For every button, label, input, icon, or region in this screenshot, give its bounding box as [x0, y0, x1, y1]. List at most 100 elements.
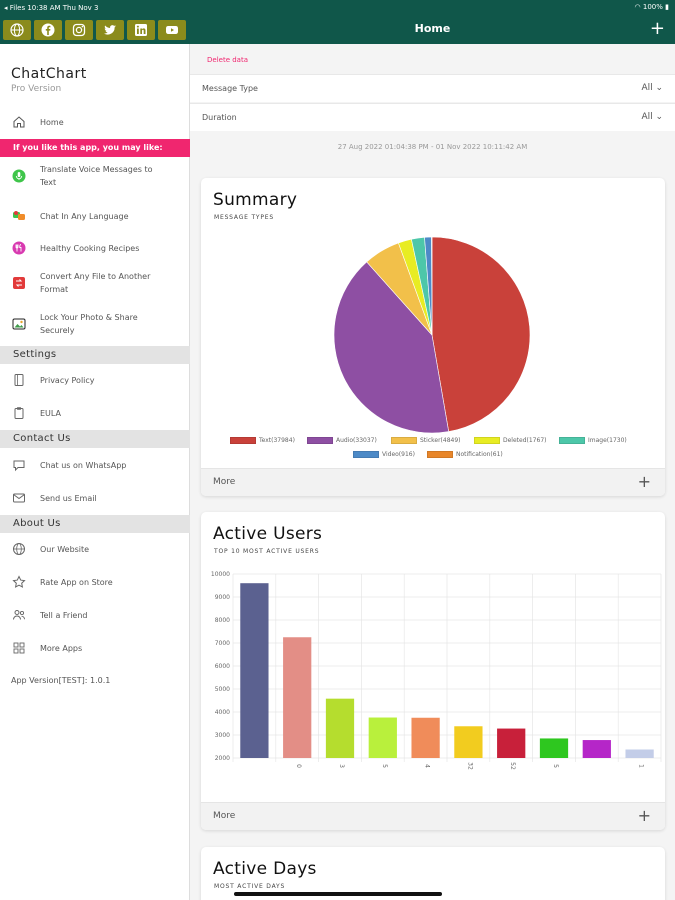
promo-item-voice-translate[interactable]: Translate Voice Messages to Text	[0, 163, 190, 189]
youtube-social-button[interactable]	[158, 20, 186, 40]
facebook-social-button[interactable]	[34, 20, 62, 40]
summary-footer[interactable]: More +	[201, 468, 665, 496]
instagram-social-button[interactable]	[65, 20, 93, 40]
y-tick-label: 7000	[215, 640, 230, 647]
legend-label: Video(916)	[382, 451, 415, 458]
expand-plus-button[interactable]: +	[637, 472, 651, 491]
legend-item: Audio(33037)	[307, 437, 377, 444]
legend-label: Text(37984)	[259, 437, 295, 444]
x-tick-label: 1	[638, 764, 645, 768]
sidebar-item-rate[interactable]: Rate App on Store	[0, 574, 190, 590]
language-app-icon	[11, 208, 27, 224]
legend-swatch	[307, 437, 333, 444]
sidebar-item-whatsapp[interactable]: Chat us on WhatsApp	[0, 457, 190, 473]
legend-swatch	[474, 437, 500, 444]
filter-label: Message Type	[202, 84, 258, 93]
x-tick-label: 32	[466, 762, 473, 770]
sidebar-item-label: Home	[40, 117, 64, 127]
more-button[interactable]: More	[213, 811, 236, 821]
pie-slice-1	[333, 261, 450, 434]
sidebar-item-privacy[interactable]: Privacy Policy	[0, 372, 190, 388]
sidebar-item-label: Privacy Policy	[40, 375, 95, 385]
sidebar-item-home[interactable]: Home	[0, 114, 190, 130]
bar-8	[582, 740, 611, 758]
page-title: Home	[414, 22, 451, 35]
bar-3	[368, 717, 397, 758]
date-range: 27 Aug 2022 01:04:38 PM - 01 Nov 2022 10…	[337, 143, 528, 151]
bar-9	[625, 749, 654, 758]
legend-item: Text(37984)	[230, 437, 295, 444]
sidebar-item-label: Rate App on Store	[40, 577, 113, 587]
message-type-filter[interactable]: Message Type All ⌄	[190, 74, 675, 102]
y-tick-label: 6000	[215, 663, 230, 670]
sidebar-item-email[interactable]: Send us Email	[0, 490, 190, 506]
globe-social-button[interactable]	[3, 20, 31, 40]
linkedin-icon	[135, 24, 147, 36]
facebook-icon	[41, 23, 55, 37]
promo-item-file-converter[interactable]: Convert Any File to Another Format	[0, 270, 190, 296]
active-days-card: Active Days MOST ACTIVE DAYS	[201, 847, 665, 900]
card-title: Active Days	[213, 859, 317, 879]
bar-1	[283, 637, 312, 758]
filter-label: Duration	[202, 113, 237, 122]
star-icon	[11, 574, 27, 590]
legend-item: Notification(61)	[427, 451, 503, 458]
sidebar-item-website[interactable]: Our Website	[0, 541, 190, 557]
card-title: Summary	[213, 190, 298, 210]
filter-value[interactable]: All ⌄	[641, 112, 663, 122]
duration-filter[interactable]: Duration All ⌄	[190, 103, 675, 131]
sidebar-item-more-apps[interactable]: More Apps	[0, 640, 190, 656]
active-users-footer[interactable]: More +	[201, 802, 665, 830]
expand-plus-button[interactable]: +	[637, 806, 651, 825]
x-tick-label: 5	[381, 764, 388, 768]
document-icon	[11, 372, 27, 388]
app-subtitle: Pro Version	[11, 84, 62, 94]
twitter-icon	[104, 25, 116, 35]
sidebar-item-eula[interactable]: EULA	[0, 405, 190, 421]
recipe-app-icon	[11, 240, 27, 256]
filter-value[interactable]: All ⌄	[641, 83, 663, 93]
pie-slice-0	[431, 236, 531, 432]
sidebar-item-label: EULA	[40, 408, 62, 418]
more-button[interactable]: More	[213, 477, 236, 487]
bar-5	[454, 726, 483, 758]
promo-item-label: Translate Voice Messages to Text	[40, 165, 153, 187]
legend-label: Image(1730)	[588, 437, 627, 444]
sidebar-item-tell-friend[interactable]: Tell a Friend	[0, 607, 190, 623]
legend-swatch	[391, 437, 417, 444]
users-icon	[11, 607, 27, 623]
legend-label: Deleted(1767)	[503, 437, 547, 444]
promo-item-label: Convert Any File to Another Format	[40, 272, 151, 294]
instagram-icon	[72, 23, 86, 37]
chat-bubble-icon	[11, 457, 27, 473]
card-subtitle: MOST ACTIVE DAYS	[214, 883, 286, 890]
globe-icon	[10, 23, 24, 37]
twitter-social-button[interactable]	[96, 20, 124, 40]
promo-item-photo-lock[interactable]: Lock Your Photo & Share Securely	[0, 311, 190, 337]
section-contact: Contact Us	[0, 430, 190, 448]
photo-lock-app-icon	[11, 316, 27, 332]
x-tick-label: 0	[295, 764, 302, 768]
legend-label: Notification(61)	[456, 451, 503, 458]
app-title: ChatChart	[11, 66, 87, 82]
status-bar-right: ◠ 100% ▮	[635, 3, 669, 11]
mail-icon	[11, 490, 27, 506]
legend-item: Video(916)	[353, 451, 415, 458]
legend-item: Image(1730)	[559, 437, 627, 444]
x-tick-label: 5	[552, 764, 559, 768]
linkedin-social-button[interactable]	[127, 20, 155, 40]
promo-item-cooking-recipes[interactable]: Healthy Cooking Recipes	[0, 240, 190, 256]
sidebar-item-label: Send us Email	[40, 493, 97, 503]
promo-banner: If you like this app, you may like:	[0, 139, 190, 157]
sidebar-item-label: Our Website	[40, 544, 90, 554]
card-subtitle: MESSAGE TYPES	[214, 214, 274, 221]
y-tick-label: 9000	[215, 594, 230, 601]
grid-icon	[11, 640, 27, 656]
y-tick-label: 3000	[215, 732, 230, 739]
legend-swatch	[559, 437, 585, 444]
add-button[interactable]: +	[649, 18, 665, 39]
x-tick-label: 52	[509, 762, 516, 770]
promo-item-chat-language[interactable]: Chat In Any Language	[0, 208, 190, 224]
delete-data-link[interactable]: Delete data	[207, 56, 248, 64]
pie-chart	[333, 236, 531, 434]
